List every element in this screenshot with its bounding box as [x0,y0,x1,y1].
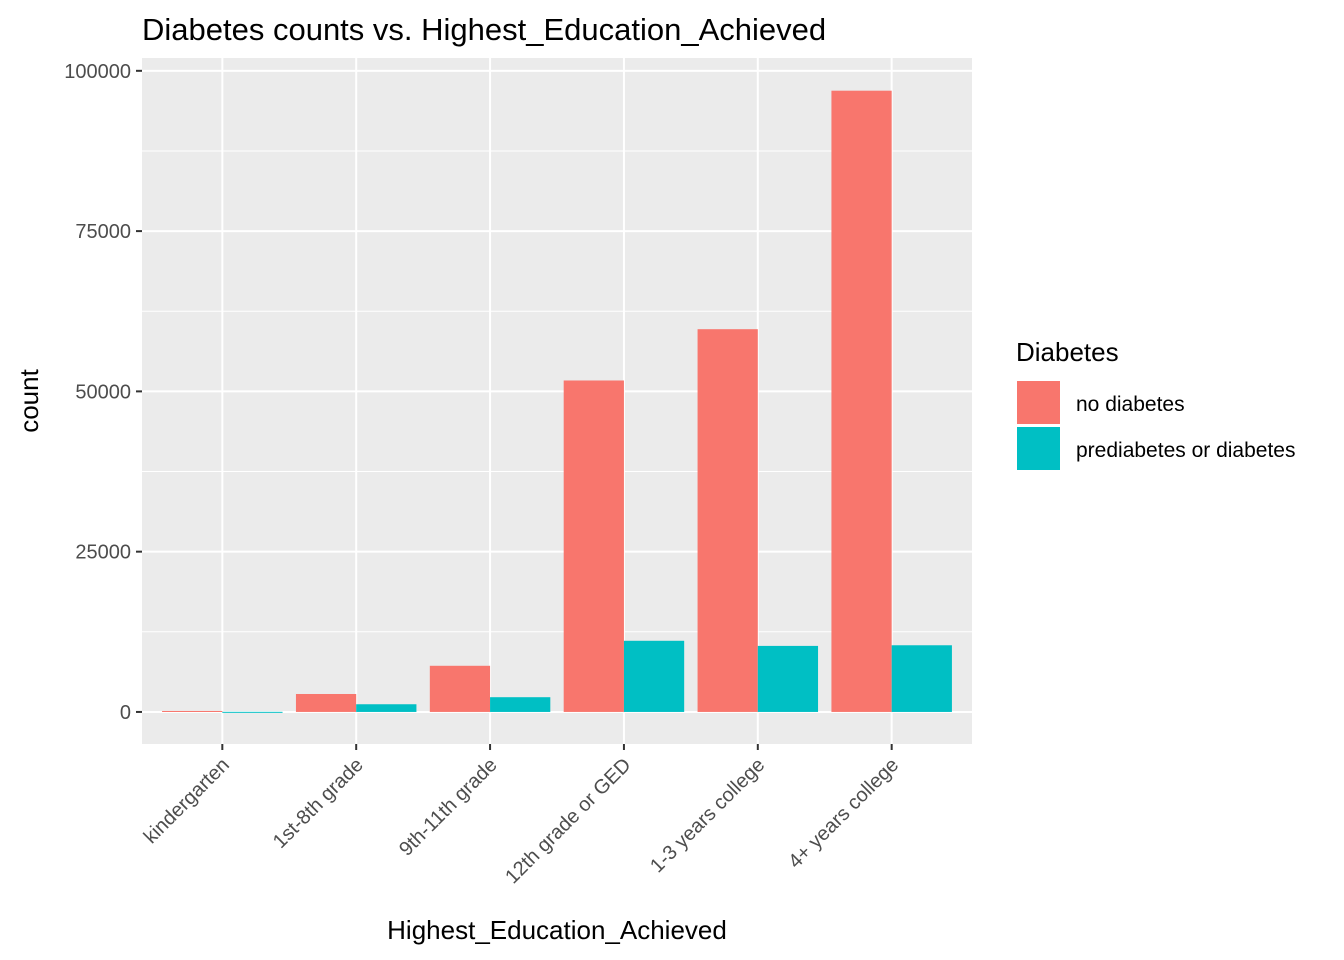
y-tick-label: 0 [120,702,131,724]
legend: Diabetes no diabetes prediabetes or diabe… [1016,337,1296,470]
bar [222,711,283,713]
bar [295,693,357,712]
legend-label: prediabetes or diabetes [1076,439,1296,462]
y-tick-label: 100000 [64,61,131,83]
y-tick-label: 75000 [75,221,131,243]
bar [891,645,952,712]
x-tick-label: kindergarten [140,754,234,848]
legend-label: no diabetes [1076,393,1185,416]
x-axis-title: Highest_Education_Achieved [387,915,727,945]
legend-key-swatch [1017,427,1060,470]
bar [697,329,758,712]
bar [162,710,223,712]
bar [356,704,417,712]
legend-key-swatch [1017,381,1060,424]
bar [429,665,491,712]
bar [563,380,624,712]
x-tick-label: 12th grade or GED [501,754,635,888]
y-tick-label: 50000 [75,381,131,403]
x-tick-label: 1st-8th grade [269,754,368,853]
bar [757,645,819,712]
x-axis: kindergarten 1st-8th grade 9th-11th grade 1… [140,744,903,888]
bar [490,697,551,712]
bars [162,90,952,713]
y-axis-title: count [14,368,44,432]
y-tick-label: 25000 [75,542,131,564]
legend-title: Diabetes [1016,337,1119,367]
x-tick-label: 1-3 years college [646,754,769,877]
x-tick-label: 9th-11th grade [395,754,502,861]
y-axis: 0 25000 50000 75000 100000 [64,61,142,724]
bar [623,640,685,712]
x-tick-label: 4+ years college [784,754,903,873]
bar [831,90,892,712]
chart-title: Diabetes counts vs. Highest_Education_Ac… [142,12,826,47]
